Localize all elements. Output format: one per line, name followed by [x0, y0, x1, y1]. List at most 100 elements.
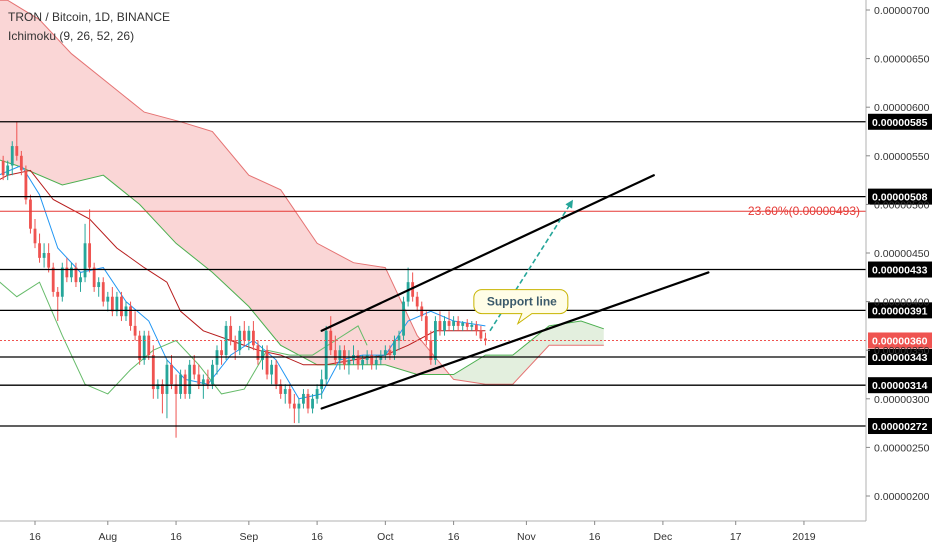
candle[interactable]: [42, 243, 46, 268]
candle[interactable]: [88, 209, 92, 273]
candle[interactable]: [424, 311, 428, 346]
candle[interactable]: [329, 316, 333, 356]
candle[interactable]: [6, 160, 10, 181]
candle[interactable]: [19, 150, 23, 176]
candle[interactable]: [447, 311, 451, 331]
candle[interactable]: [60, 262, 64, 302]
candle[interactable]: [170, 355, 173, 390]
candle[interactable]: [251, 321, 255, 351]
candle[interactable]: [38, 233, 41, 263]
candle[interactable]: [479, 325, 483, 341]
candle[interactable]: [270, 359, 274, 385]
indicator-label[interactable]: Ichimoku (9, 26, 52, 26): [8, 29, 135, 43]
candle[interactable]: [279, 379, 283, 399]
candle[interactable]: [292, 393, 296, 424]
candle[interactable]: [393, 335, 396, 360]
candle[interactable]: [120, 291, 123, 322]
horizontal-levels[interactable]: 0.00000585 0.00000508 0.00000433 0.00000391…: [0, 113, 932, 435]
candle[interactable]: [110, 287, 114, 317]
candle[interactable]: [420, 301, 424, 322]
candle[interactable]: [415, 291, 419, 312]
candle[interactable]: [315, 384, 319, 404]
candle[interactable]: [183, 369, 187, 399]
candle[interactable]: [402, 296, 405, 341]
candle[interactable]: [452, 316, 456, 331]
candle[interactable]: [156, 379, 160, 399]
candle[interactable]: [147, 330, 151, 360]
candle[interactable]: [461, 321, 465, 331]
candle[interactable]: [443, 316, 446, 336]
candle[interactable]: [15, 121, 19, 161]
candle[interactable]: [406, 267, 410, 307]
candle[interactable]: [484, 332, 487, 346]
candle[interactable]: [211, 359, 214, 390]
candle[interactable]: [115, 291, 119, 317]
candle[interactable]: [215, 345, 219, 375]
candle[interactable]: [101, 277, 105, 307]
candle[interactable]: [306, 389, 310, 414]
candle[interactable]: [274, 359, 278, 390]
candle[interactable]: [83, 223, 87, 283]
candle[interactable]: [456, 316, 460, 331]
candle[interactable]: [188, 359, 192, 399]
candle[interactable]: [229, 316, 233, 346]
candle[interactable]: [74, 262, 78, 288]
candle[interactable]: [142, 330, 146, 365]
candle[interactable]: [56, 287, 60, 322]
candle[interactable]: [79, 272, 82, 292]
trendline[interactable]: [320, 271, 710, 410]
candle[interactable]: [206, 369, 210, 390]
candle[interactable]: [174, 374, 178, 438]
candle[interactable]: [297, 398, 301, 424]
candle[interactable]: [320, 369, 324, 399]
candle[interactable]: [10, 141, 14, 176]
candle[interactable]: [465, 319, 469, 331]
candle[interactable]: [201, 374, 205, 399]
candle[interactable]: [133, 311, 137, 341]
candle[interactable]: [92, 262, 96, 292]
candle[interactable]: [256, 340, 260, 365]
candle[interactable]: [138, 330, 142, 365]
chart-title[interactable]: TRON / Bitcoin, 1D, BINANCE: [8, 10, 171, 24]
callout-support-line[interactable]: Support line: [473, 289, 569, 325]
candle[interactable]: [242, 321, 246, 346]
candle[interactable]: [224, 321, 228, 360]
candle[interactable]: [238, 325, 242, 356]
candle[interactable]: [333, 335, 337, 365]
candle[interactable]: [179, 369, 183, 399]
candle[interactable]: [474, 321, 478, 336]
candle[interactable]: [233, 335, 237, 360]
candle[interactable]: [283, 384, 287, 404]
candle[interactable]: [106, 291, 110, 312]
candle[interactable]: [356, 350, 360, 370]
price-axis[interactable]: 0.00000700 0.00000650 0.00000600 0.00000550…: [865, 0, 930, 521]
candle[interactable]: [438, 311, 442, 336]
candle[interactable]: [220, 340, 223, 365]
candle[interactable]: [470, 321, 474, 331]
trendline[interactable]: [320, 174, 655, 332]
candle[interactable]: [247, 325, 251, 351]
candle[interactable]: [324, 325, 328, 385]
candle[interactable]: [347, 350, 351, 375]
candle[interactable]: [265, 345, 269, 380]
candle[interactable]: [1, 155, 5, 181]
candle[interactable]: [51, 262, 55, 297]
candle[interactable]: [97, 277, 101, 297]
candle[interactable]: [129, 301, 132, 331]
candle[interactable]: [47, 243, 51, 273]
candle[interactable]: [311, 393, 314, 414]
candle[interactable]: [160, 379, 164, 414]
candle[interactable]: [151, 345, 155, 399]
candle[interactable]: [302, 389, 305, 409]
candle[interactable]: [192, 355, 196, 380]
candle[interactable]: [29, 194, 32, 234]
candle[interactable]: [288, 384, 292, 409]
time-axis[interactable]: 16 Aug 16 Sep 16 Oct 16 Nov 16 Dec 17 2019: [0, 520, 866, 543]
drawings[interactable]: 23.60%(0.00000493) Support line: [0, 174, 866, 410]
candle[interactable]: [370, 350, 374, 370]
candle[interactable]: [124, 301, 128, 322]
candle[interactable]: [33, 218, 37, 249]
candle[interactable]: [397, 330, 401, 351]
candle[interactable]: [165, 359, 169, 419]
